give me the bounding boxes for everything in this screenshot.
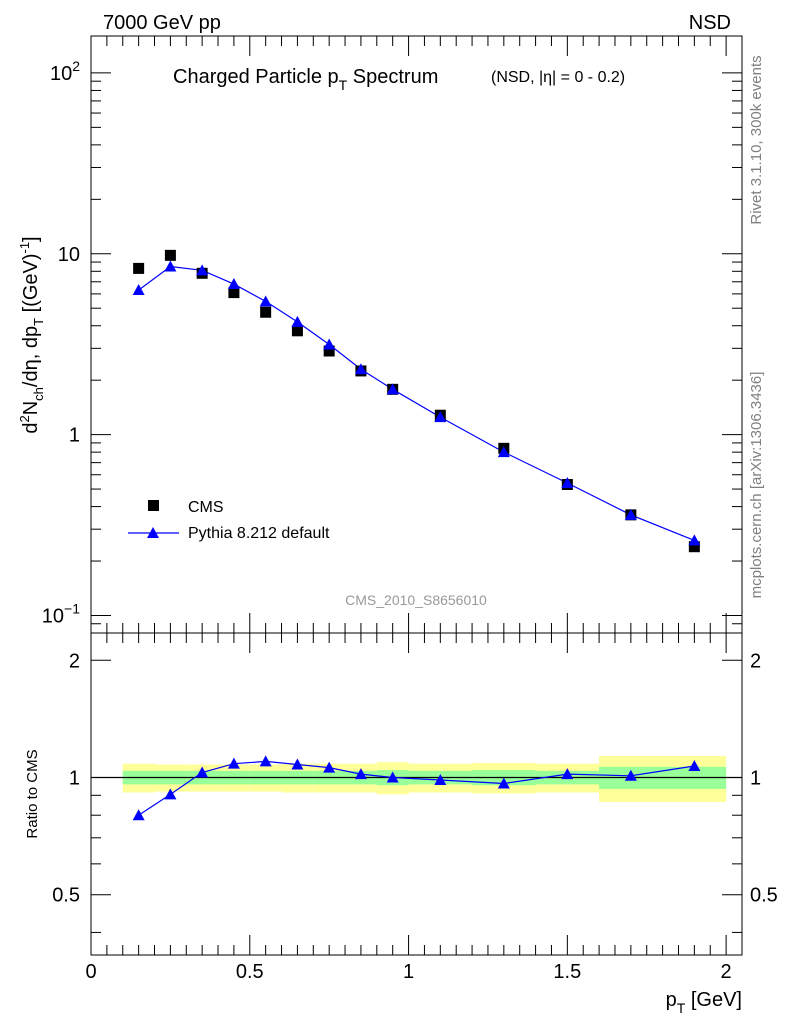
pythia-ratio-marker	[132, 809, 145, 821]
cms-data-point	[260, 306, 272, 318]
pythia-marker	[259, 295, 272, 307]
x-axis-label: pT [GeV]	[666, 989, 742, 1016]
pythia-markers	[132, 260, 701, 546]
analysis-label: CMS_2010_S8656010	[345, 592, 487, 608]
legend-label-pythia: Pythia 8.212 default	[188, 525, 330, 542]
main-frame	[90, 35, 743, 634]
x-tick-label: 1	[403, 961, 414, 983]
ratio-y-axis-ticks: 0.5 0.5 1 1 2 2	[52, 650, 778, 933]
pythia-ratio-marker	[386, 771, 399, 783]
y-tick-label: 102	[50, 58, 80, 85]
main-y-axis-ticks: 102 10 1 10−1	[42, 58, 742, 634]
mcplots-label: mcplots.cern.ch [arXiv:1306.3436]	[748, 372, 765, 599]
y-tick-label: 10	[58, 244, 80, 266]
legend-label-cms: CMS	[188, 499, 224, 516]
cms-data-point	[228, 287, 240, 299]
ratio-y-tick-label: 2	[69, 650, 80, 672]
cms-data-point	[164, 249, 176, 261]
pythia-ratio-marker	[688, 760, 701, 772]
pythia-ratio-marker	[291, 758, 304, 770]
pythia-ratio-marker	[354, 768, 367, 780]
ratio-panel: 0.5 0.5 1 1 2 2 0 0.5 1 1.5 2 Ratio to CMS pT [Ge…	[24, 632, 778, 1016]
pythia-marker	[132, 284, 145, 296]
svg-text:Rivet 3.1.10, 300k events: Rivet 3.1.10, 300k events	[748, 55, 765, 224]
y-tick-label: 1	[69, 425, 80, 447]
pythia-ratio-marker	[259, 755, 272, 767]
pythia-ratio-line	[138, 760, 695, 816]
ratio-y-tick-label-right: 1	[750, 767, 761, 789]
ratio-y-tick-label-right: 0.5	[750, 885, 778, 907]
pythia-marker	[196, 264, 209, 276]
ratio-y-tick-label: 0.5	[52, 885, 80, 907]
main-y-axis-label: d2Nch/dη, dpT [(GeV)-1]	[17, 236, 46, 433]
x-tick-label: 2	[721, 961, 732, 983]
pythia-marker	[561, 477, 574, 489]
ratio-y-tick-label: 1	[69, 767, 80, 789]
legend-marker-pythia	[147, 527, 159, 538]
pythia-ratio-series	[132, 755, 701, 821]
y-tick-label: 10−1	[42, 600, 80, 627]
pythia-marker	[434, 411, 447, 423]
pythia-ratio-marker	[164, 788, 177, 800]
pythia-marker	[688, 534, 701, 546]
pythia-marker	[227, 278, 240, 290]
pythia-ratio-marker	[434, 774, 447, 786]
ratio-x-axis-ticks: 0 0.5 1 1.5 2	[85, 633, 743, 983]
chart-title-extra: (NSD, |η| = 0 - 0.2)	[491, 69, 625, 86]
x-tick-label: 1.5	[553, 961, 581, 983]
cms-data-point	[133, 262, 145, 274]
ratio-y-tick-label-right: 2	[750, 650, 761, 672]
cms-data-point	[323, 345, 335, 357]
x-tick-label: 0.5	[236, 961, 264, 983]
pythia-ratio-marker	[497, 777, 510, 789]
pythia-ratio-marker	[561, 768, 574, 780]
pythia-marker	[164, 260, 177, 272]
legend: CMS Pythia 8.212 default	[128, 499, 330, 542]
pythia-marker	[354, 363, 367, 375]
pythia-ratio-marker	[227, 757, 240, 769]
cms-data-point	[291, 325, 303, 337]
legend-marker-cms	[148, 500, 159, 511]
main-x-axis-ticks	[90, 36, 743, 633]
svg-text:mcplots.cern.ch [arXiv:1306.34: mcplots.cern.ch [arXiv:1306.3436]	[748, 372, 765, 599]
ratio-y-axis-label: Ratio to CMS	[24, 749, 41, 838]
chart-title: Charged Particle pT Spectrum	[173, 66, 438, 93]
pythia-ratio-marker	[624, 769, 637, 781]
svg-text:Ratio to CMS: Ratio to CMS	[24, 749, 41, 838]
x-tick-label: 0	[85, 961, 96, 983]
ratio-frame	[90, 632, 743, 956]
pythia-marker	[386, 383, 399, 395]
header-left: 7000 GeV pp	[103, 12, 221, 34]
pythia-ratio-marker	[323, 761, 336, 773]
svg-text:d2Nch/dη, dpT [(GeV)-1]: d2Nch/dη, dpT [(GeV)-1]	[17, 236, 46, 433]
pythia-marker	[323, 338, 336, 350]
header-right: NSD	[689, 12, 731, 34]
pythia-marker	[624, 508, 637, 520]
pythia-marker	[291, 315, 304, 327]
cms-data-point	[688, 541, 700, 553]
pythia-marker	[497, 446, 510, 458]
pythia-ratio-marker	[196, 766, 209, 778]
rivet-label: Rivet 3.1.10, 300k events	[748, 55, 765, 224]
